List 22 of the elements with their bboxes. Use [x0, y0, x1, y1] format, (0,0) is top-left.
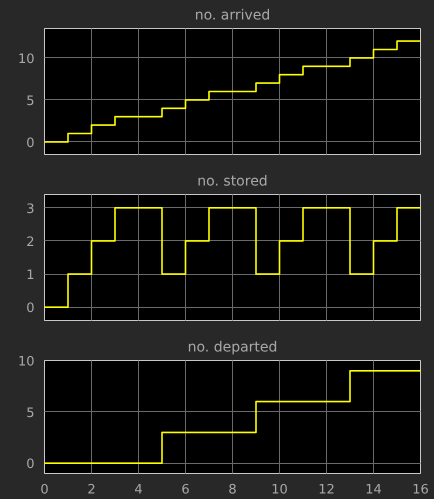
x-tick-label: 0 [40, 482, 49, 498]
x-tick-label: 8 [228, 482, 237, 498]
x-tick-label: 6 [181, 482, 190, 498]
x-tick-label: 14 [365, 482, 382, 498]
y-tick-label: 0 [26, 301, 35, 316]
y-tick-label: 0 [26, 457, 35, 472]
y-tick-label: 10 [18, 52, 35, 67]
y-tick-label: 1 [26, 268, 35, 284]
x-tick-label: 4 [134, 482, 143, 498]
y-tick-label: 10 [18, 354, 35, 370]
chart-title: no. stored [197, 174, 268, 190]
y-tick-label: 5 [26, 406, 35, 421]
y-tick-label: 2 [26, 234, 35, 250]
y-tick-label: 5 [26, 94, 35, 109]
y-tick-label: 3 [26, 202, 35, 217]
x-tick-label: 12 [318, 482, 335, 498]
x-tick-label: 16 [412, 482, 429, 498]
x-tick-label: 10 [271, 482, 288, 498]
chart-title: no. departed [188, 340, 278, 356]
y-tick-label: 0 [26, 136, 35, 151]
chart-title: no. arrived [194, 8, 270, 24]
x-tick-label: 2 [87, 482, 96, 498]
